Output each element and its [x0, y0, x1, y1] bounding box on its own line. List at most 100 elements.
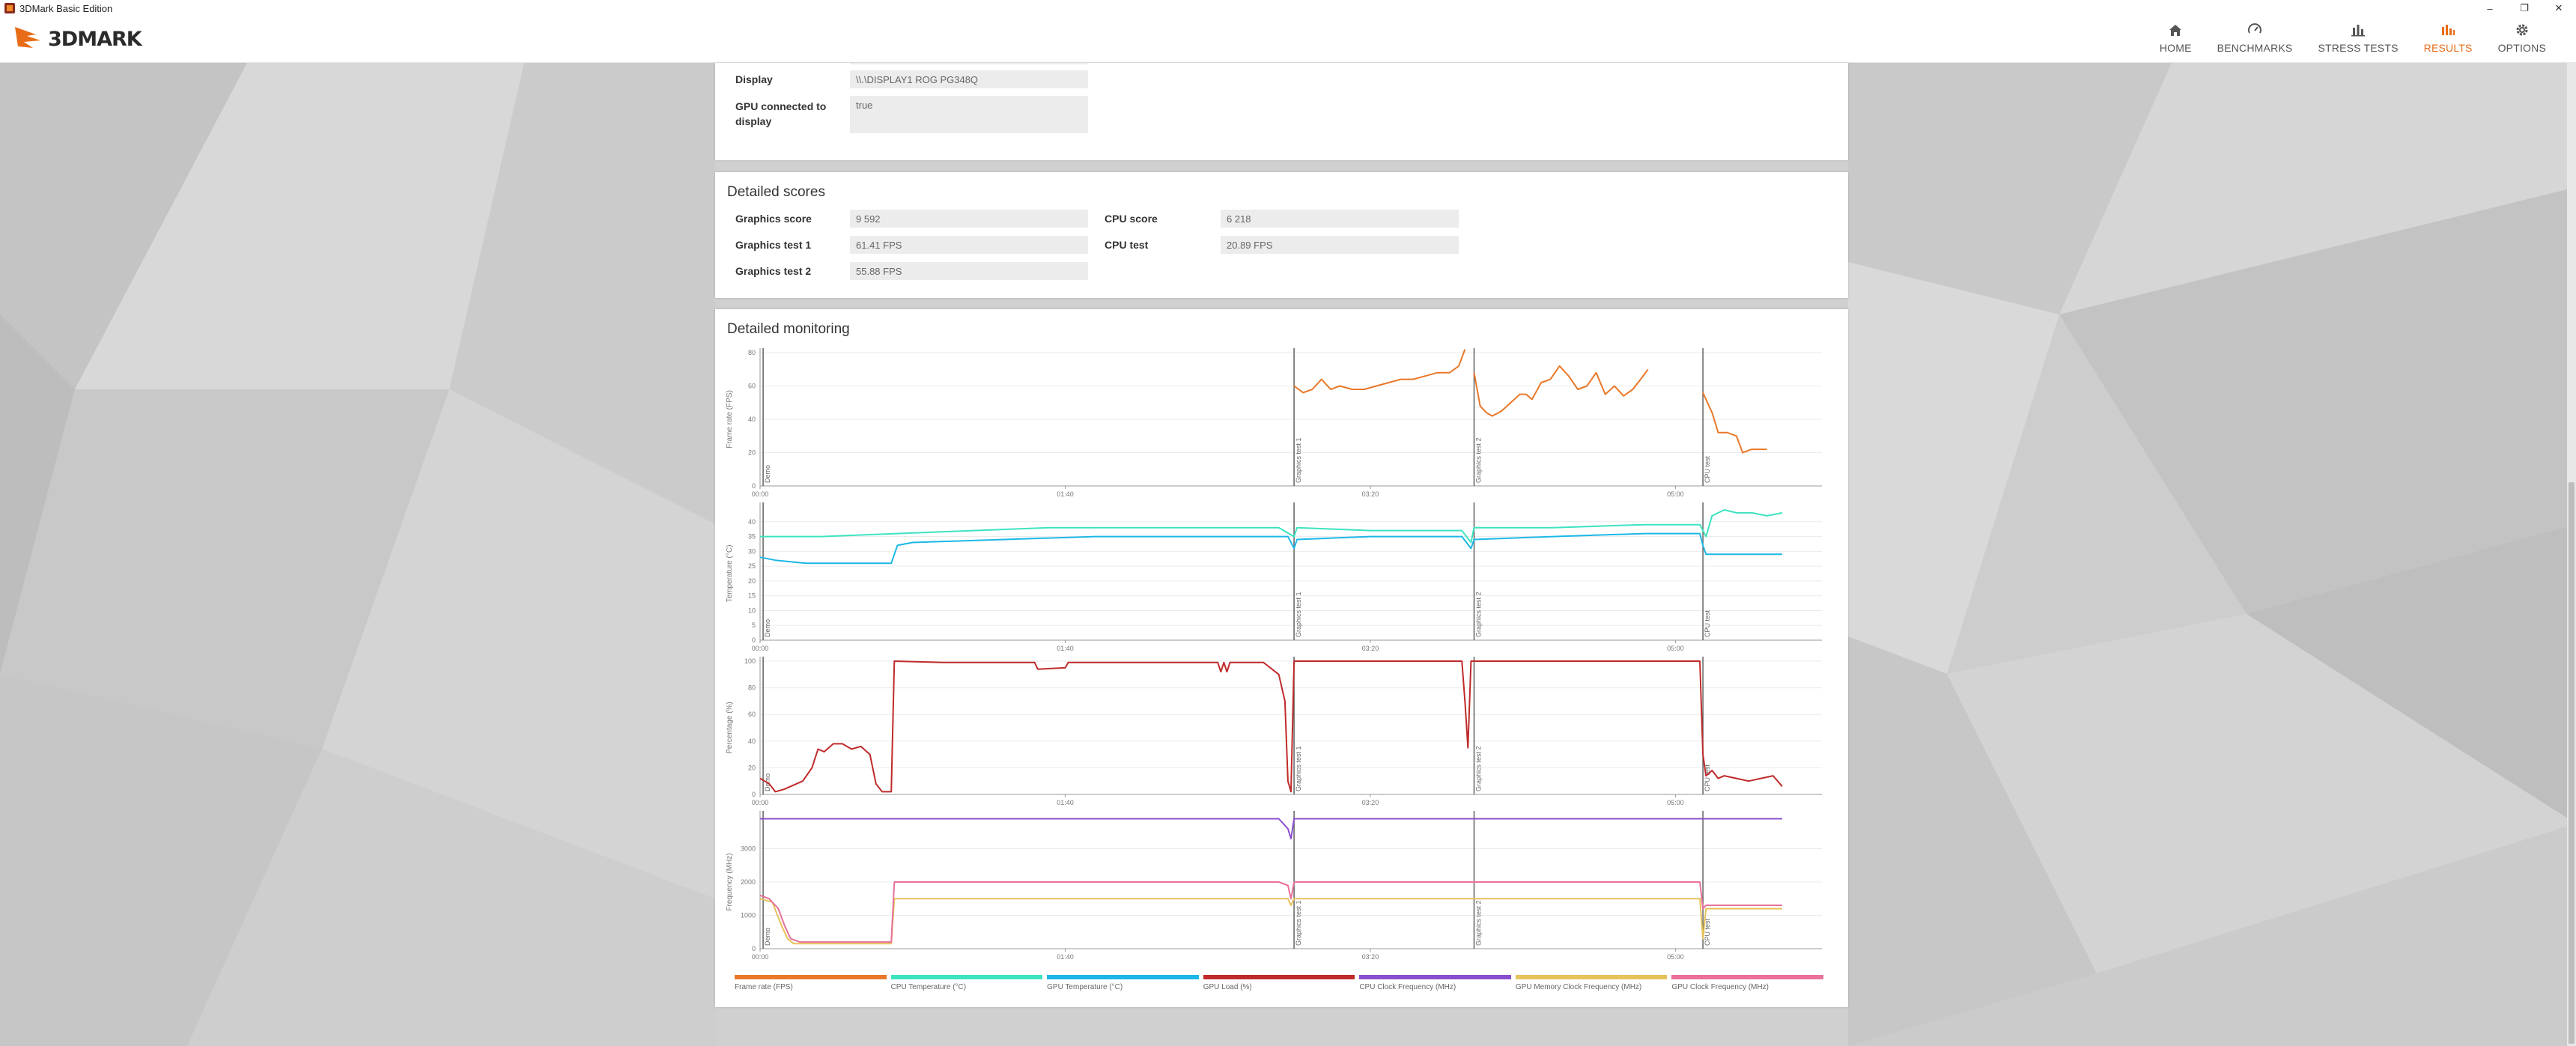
legend-label: GPU Memory Clock Frequency (MHz) — [1515, 983, 1642, 991]
legend-label: GPU Clock Frequency (MHz) — [1671, 983, 1769, 991]
graphics-test-1-label: Graphics test 1 — [735, 239, 812, 251]
nav-home-label: HOME — [2159, 42, 2192, 54]
display-value: \\.\DISPLAY1 ROG PG348Q — [850, 70, 1088, 88]
legend-label: GPU Load (%) — [1203, 983, 1252, 991]
test-marker-label: Demo — [764, 619, 771, 637]
y-tick-label: 40 — [748, 416, 756, 423]
legend-item[interactable]: CPU Clock Frequency (MHz) — [1359, 975, 1511, 994]
monitoring-charts: 0 20 40 60 80 Frame rate (FPS) 00:00 01:40 03:20… — [726, 348, 1822, 961]
y-tick-label: 80 — [748, 684, 756, 692]
series-line — [759, 532, 1782, 565]
previous-row-value — [850, 63, 1088, 64]
y-tick-label: 3000 — [741, 845, 756, 853]
test-marker-label: Demo — [764, 928, 771, 946]
x-tick-label: 03:20 — [1362, 953, 1379, 961]
minimize-icon[interactable]: – — [2487, 2, 2493, 14]
app-header: 3DMARK HOME BENCHMARKS STRESS TESTS RESU… — [0, 16, 2576, 63]
y-tick-label: 60 — [748, 711, 756, 718]
x-tick-label: 01:40 — [1057, 490, 1074, 498]
cpu-score-label: CPU score — [1105, 213, 1158, 225]
y-axis-label: Frame rate (FPS) — [726, 390, 734, 448]
x-tick-label: 05:00 — [1667, 799, 1684, 806]
series-line — [1473, 365, 1649, 417]
nav-stress-tests[interactable]: STRESS TESTS — [2318, 21, 2398, 54]
close-icon[interactable]: ✕ — [2554, 2, 2563, 13]
test-marker-label: CPU test — [1704, 455, 1711, 483]
legend-label: Frame rate (FPS) — [735, 983, 793, 991]
x-tick-label: 03:20 — [1362, 799, 1379, 806]
x-tick-label: 01:40 — [1057, 799, 1074, 806]
detailed-scores-panel: Detailed scores Graphics score 9 592 Gra… — [715, 172, 1848, 298]
y-tick-label: 0 — [752, 945, 756, 952]
y-axis-label: Temperature (°C) — [726, 545, 734, 603]
x-tick-label: 03:20 — [1362, 645, 1379, 652]
series-line — [759, 660, 1783, 793]
title-bar: 3DMark Basic Edition – ❐ ✕ — [0, 0, 2576, 16]
nav-options[interactable]: OPTIONS — [2498, 21, 2546, 54]
x-tick-label: 01:40 — [1057, 953, 1074, 961]
chart-legend: Frame rate (FPS) CPU Temperature (°C) GPU … — [735, 975, 1828, 994]
test-marker-label: Graphics test 2 — [1474, 592, 1482, 637]
graphics-test-1-value: 61.41 FPS — [850, 236, 1088, 254]
nav-benchmarks-label: BENCHMARKS — [2217, 42, 2293, 54]
graphics-test-2-label: Graphics test 2 — [735, 265, 812, 277]
graphics-test-2-value: 55.88 FPS — [850, 262, 1088, 280]
logo-text: 3DMARK — [48, 27, 142, 51]
nav-results[interactable]: RESULTS — [2424, 21, 2473, 54]
legend-swatch — [1671, 975, 1824, 979]
display-info-panel: Display \\.\DISPLAY1 ROG PG348Q GPU conn… — [715, 63, 1848, 160]
y-tick-label: 0 — [752, 791, 756, 798]
series-line — [759, 898, 1782, 945]
y-tick-label: 25 — [748, 562, 756, 570]
legend-item[interactable]: GPU Load (%) — [1203, 975, 1355, 994]
restore-icon[interactable]: ❐ — [2520, 2, 2529, 13]
legend-item[interactable]: GPU Temperature (°C) — [1047, 975, 1199, 994]
scroll-thumb[interactable] — [2569, 482, 2575, 1044]
test-marker-label: CPU test — [1704, 764, 1711, 791]
y-axis-label: Percentage (%) — [726, 702, 734, 753]
y-tick-label: 60 — [748, 383, 756, 390]
y-tick-label: 100 — [744, 657, 756, 665]
y-tick-label: 0 — [752, 636, 756, 644]
y-tick-label: 1000 — [741, 912, 756, 919]
legend-label: CPU Temperature (°C) — [890, 983, 967, 991]
y-tick-label: 0 — [752, 482, 756, 490]
results-icon — [2442, 25, 2455, 35]
cpu-test-value: 20.89 FPS — [1221, 236, 1459, 254]
legend-swatch — [1515, 975, 1668, 979]
logo[interactable]: 3DMARK — [13, 24, 142, 54]
test-marker-label: CPU test — [1704, 609, 1711, 637]
series-line — [759, 881, 1782, 943]
x-tick-label: 05:00 — [1667, 953, 1684, 961]
legend-item[interactable]: Frame rate (FPS) — [735, 975, 887, 994]
gpu-connected-value: true — [850, 96, 1088, 133]
y-tick-label: 40 — [748, 518, 756, 526]
test-marker-label: Graphics test 1 — [1295, 900, 1302, 946]
graphics-score-value: 9 592 — [850, 210, 1088, 228]
legend-swatch — [1203, 975, 1355, 979]
detailed-scores-title: Detailed scores — [727, 184, 825, 200]
nav-home[interactable]: HOME — [2160, 21, 2192, 54]
benchmarks-icon — [2248, 23, 2262, 34]
test-marker-label: Graphics test 2 — [1474, 437, 1482, 483]
legend-item[interactable]: GPU Memory Clock Frequency (MHz) — [1515, 975, 1668, 994]
test-marker-label: Graphics test 1 — [1295, 746, 1302, 791]
nav-benchmarks[interactable]: BENCHMARKS — [2217, 21, 2293, 54]
scrollbar[interactable] — [2567, 63, 2576, 1046]
y-tick-label: 15 — [748, 592, 756, 600]
y-tick-label: 40 — [748, 738, 756, 745]
stress-tests-icon — [2351, 25, 2366, 37]
legend-item[interactable]: CPU Temperature (°C) — [890, 975, 1043, 994]
app-icon — [4, 3, 15, 13]
series-line — [760, 818, 1782, 840]
series-line — [760, 509, 1783, 544]
legend-item[interactable]: GPU Clock Frequency (MHz) — [1671, 975, 1824, 994]
legend-label: CPU Clock Frequency (MHz) — [1359, 983, 1456, 991]
cpu-test-label: CPU test — [1105, 239, 1149, 251]
y-tick-label: 5 — [752, 621, 756, 629]
y-tick-label: 20 — [748, 764, 756, 771]
window-controls: – ❐ ✕ — [2473, 0, 2576, 16]
legend-label: GPU Temperature (°C) — [1047, 983, 1123, 991]
x-tick-label: 05:00 — [1667, 645, 1684, 652]
logo-flame-icon — [15, 27, 40, 48]
